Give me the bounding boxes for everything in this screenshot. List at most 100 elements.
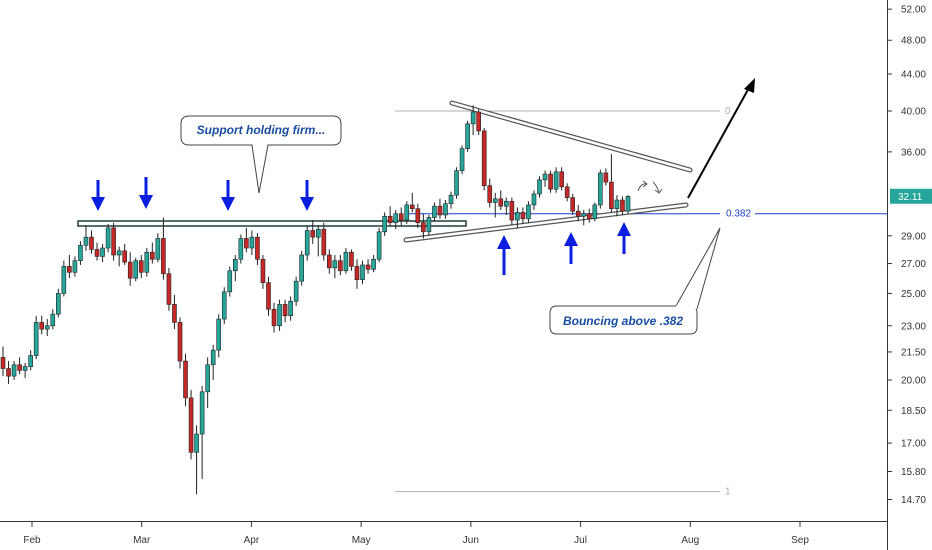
candle-body (28, 355, 33, 367)
candle-body (526, 204, 531, 220)
candle-body (72, 260, 78, 273)
down-arrow-icon-4 (300, 180, 314, 211)
candle-body (382, 215, 387, 233)
candle-body (625, 196, 631, 212)
candle-body (542, 173, 548, 181)
candle-body (476, 111, 481, 132)
price-tick-label: 17.00 (901, 439, 926, 450)
breakout-arrow (687, 78, 755, 199)
candle-body (266, 282, 271, 310)
triangle-lower-line (403, 202, 689, 243)
candle-body (492, 198, 498, 203)
up-arrow-icon-1 (497, 235, 511, 275)
candle-body (459, 148, 465, 171)
time-tick-label: Apr (244, 535, 260, 546)
candle-body (426, 217, 432, 233)
candle-body (199, 391, 205, 435)
candle-body (11, 364, 17, 377)
candle-body (338, 260, 343, 272)
candle-body (83, 236, 89, 246)
bounce-callout-text: Bouncing above .382 (563, 314, 683, 328)
candle-body (249, 236, 255, 249)
candle-body (299, 254, 304, 282)
candle-body (183, 360, 188, 399)
candle-body (293, 280, 299, 302)
candle-body (586, 213, 592, 220)
candle-body (520, 212, 526, 220)
candle-body (349, 251, 354, 267)
candle-body (321, 228, 327, 256)
candle-body (89, 236, 94, 250)
candle-body (564, 186, 570, 198)
time-tick-label: Feb (23, 535, 41, 546)
candle-body (498, 198, 504, 207)
candle-body (354, 266, 360, 280)
candle-body (194, 433, 199, 453)
candle-body (105, 227, 111, 249)
candle-body (481, 130, 487, 186)
candlestick-series (0, 105, 631, 495)
price-tick-label: 48.00 (901, 36, 926, 47)
price-tick-label: 36.00 (901, 147, 926, 158)
candle-body (421, 222, 426, 233)
candle-body (205, 364, 210, 393)
candle-body (465, 123, 470, 149)
price-tick-label: 44.00 (901, 70, 926, 81)
time-tick-label: Jul (574, 535, 587, 546)
candle-body (304, 230, 310, 256)
candle-body (138, 260, 144, 273)
candle-body (454, 170, 459, 196)
price-tick-label: 25.00 (901, 289, 926, 300)
candle-body (133, 260, 139, 279)
candle-body (443, 203, 448, 216)
support-zone (77, 220, 467, 227)
price-tick-label: 29.00 (901, 231, 926, 242)
candle-body (570, 197, 575, 212)
candle-body (393, 213, 398, 223)
time-axis: Feb Mar Apr May Jun Jul Aug Sep (23, 521, 809, 546)
candle-body (277, 304, 282, 327)
price-tick-label: 23.00 (901, 321, 926, 332)
candle-body (531, 193, 537, 206)
candle-body (111, 227, 116, 256)
candle-body (44, 325, 50, 330)
down-arrow-icon-1 (91, 180, 105, 211)
candle-body (598, 172, 603, 206)
candle-body (17, 364, 22, 371)
candle-body (50, 313, 56, 327)
candle-body (166, 273, 172, 305)
candle-body (155, 238, 161, 260)
up-arrow-icon-2 (564, 232, 578, 264)
bounce-squiggle-icon (637, 180, 663, 194)
up-arrow-icon-3 (617, 222, 631, 254)
candle-body (260, 258, 266, 283)
price-tick-label: 52.00 (901, 5, 926, 16)
candle-body (310, 230, 316, 238)
time-tick-label: Aug (681, 535, 699, 546)
fib-label: 0.382 (726, 209, 751, 220)
price-tick-label: 14.70 (901, 495, 926, 506)
price-tick-label: 21.50 (901, 347, 926, 358)
candle-body (255, 236, 260, 260)
candle-body (332, 260, 338, 269)
candle-body (448, 194, 454, 205)
down-arrow-icon-2 (139, 177, 153, 209)
candle-body (6, 368, 11, 377)
candle-body (122, 250, 127, 263)
candle-body (487, 185, 493, 203)
candle-body (33, 322, 39, 356)
candle-body (620, 199, 625, 212)
candle-body (210, 349, 216, 366)
candle-body (61, 266, 67, 294)
candle-body (327, 254, 332, 269)
down-arrow-icon-3 (221, 180, 235, 211)
current-price-badge: 32.11 (890, 188, 932, 204)
candle-body (575, 210, 581, 217)
candle-body (39, 322, 45, 330)
time-tick-label: Mar (133, 535, 151, 546)
candle-body (100, 247, 105, 257)
candle-body (592, 204, 598, 220)
current-price-label: 32.11 (898, 192, 923, 203)
candle-body (233, 258, 238, 272)
